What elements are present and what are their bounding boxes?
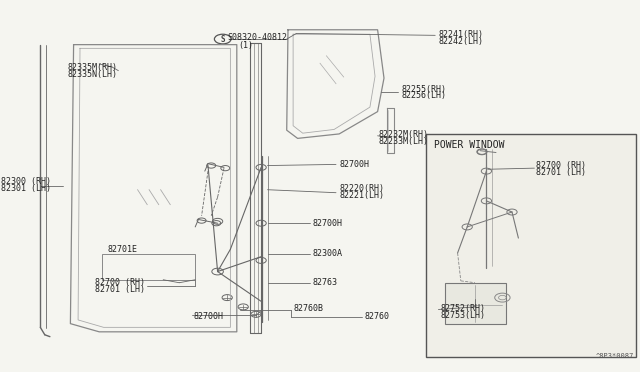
Text: 82233M(LH): 82233M(LH): [378, 137, 428, 146]
Text: 82232M(RH): 82232M(RH): [378, 130, 428, 139]
Text: 82335M(RH): 82335M(RH): [67, 63, 117, 72]
Text: 82760B: 82760B: [293, 304, 323, 312]
Text: 82700 (RH): 82700 (RH): [536, 161, 586, 170]
Text: S: S: [220, 35, 225, 44]
Text: 82300A: 82300A: [312, 249, 342, 258]
Text: (1): (1): [238, 41, 253, 50]
Text: 82335N(LH): 82335N(LH): [67, 70, 117, 79]
Text: 82242(LH): 82242(LH): [438, 37, 483, 46]
Text: 82220(RH): 82220(RH): [339, 185, 384, 193]
Text: 82701 (LH): 82701 (LH): [536, 168, 586, 177]
Text: 82700H: 82700H: [339, 160, 369, 169]
Text: 82300 (RH): 82300 (RH): [1, 177, 51, 186]
Text: S08320-40812: S08320-40812: [227, 33, 287, 42]
Text: ^8P3*0087: ^8P3*0087: [595, 353, 634, 359]
Bar: [445, 283, 506, 324]
Text: 82760: 82760: [365, 312, 390, 321]
Text: 82221(LH): 82221(LH): [339, 191, 384, 200]
Text: POWER WINDOW: POWER WINDOW: [434, 140, 504, 150]
Text: 82255(RH): 82255(RH): [401, 85, 446, 94]
Text: 82763: 82763: [312, 278, 337, 287]
Text: 82301 (LH): 82301 (LH): [1, 184, 51, 193]
Text: 82701E: 82701E: [108, 246, 138, 254]
Text: 82700 (RH): 82700 (RH): [95, 278, 145, 287]
Text: 82256(LH): 82256(LH): [401, 92, 446, 100]
Text: 82701 (LH): 82701 (LH): [95, 285, 145, 294]
Bar: [102, 254, 195, 280]
Bar: [426, 134, 636, 357]
Text: 82241(RH): 82241(RH): [438, 31, 483, 39]
Text: 82753(LH): 82753(LH): [440, 311, 485, 320]
Text: 82752(RH): 82752(RH): [440, 304, 485, 313]
Text: 82700H: 82700H: [193, 312, 223, 321]
Text: 82700H: 82700H: [312, 219, 342, 228]
